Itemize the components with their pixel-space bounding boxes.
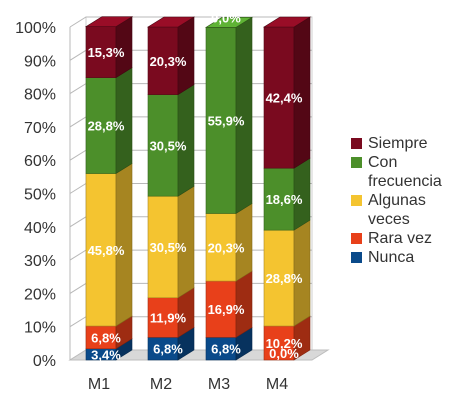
y-tick-label: 60%: [24, 153, 56, 170]
bar-segment-front: [263, 26, 295, 169]
y-tick-label: 90%: [24, 53, 56, 70]
bar-top-cap: [84, 16, 134, 27]
legend-swatch: [351, 233, 362, 244]
legend-label: Nunca: [368, 249, 415, 266]
y-tick-label: 100%: [15, 20, 56, 37]
data-label: 30,5%: [150, 240, 187, 255]
bar-segment-front: [85, 173, 117, 327]
data-label: 45,8%: [88, 243, 125, 258]
axis-layer: 0% 10% 20% 30% 40% 50% 60% 70% 80% 90% 100% M1 M2 M3 M…: [15, 20, 288, 393]
x-category-label: M3: [208, 376, 230, 393]
legend-label: Con frecuencia: [368, 154, 442, 190]
y-tick-label: 20%: [24, 286, 56, 303]
gridline: [69, 16, 312, 28]
data-label: 30,5%: [150, 138, 187, 153]
bar-top-cap: [146, 16, 196, 28]
bar-top-cap: [204, 17, 254, 28]
legend-label: Algunas veces: [368, 192, 426, 228]
bar-segment-front: [147, 26, 179, 95]
bar-top-cap: [262, 16, 312, 28]
data-label: 18,6%: [266, 192, 303, 207]
data-label: 20,3%: [150, 54, 187, 69]
legend-item: Nunca: [351, 248, 467, 267]
data-label: 3,4%: [91, 347, 121, 362]
legend-item: Siempre: [351, 134, 467, 153]
data-label: 6,8%: [91, 330, 121, 345]
legend-label: Rara vez: [368, 230, 433, 247]
bar-segment-front: [147, 297, 179, 338]
data-label: 0,0%: [211, 10, 241, 25]
data-label: 10,2%: [266, 336, 303, 351]
legend-swatch: [351, 138, 362, 149]
legend-swatch: [351, 195, 362, 206]
bar-segment-front: [205, 280, 237, 338]
bars-layer: [84, 16, 312, 361]
data-label: 16,9%: [208, 302, 245, 317]
legend-item: Rara vez: [351, 229, 467, 248]
y-tick-label: 10%: [24, 320, 56, 337]
data-label: 20,3%: [208, 240, 245, 255]
bar-segment-front: [263, 325, 295, 361]
labels-layer: 3,4% 6,8% 45,8% 28,8% 15,3% 6,8% 11,9% 30,5% 30,…: [88, 10, 303, 362]
bar-segment-front: [147, 94, 179, 197]
legend: Siempre Con frecuencia Algunas veces Rara v…: [351, 134, 467, 267]
data-label: 15,3%: [88, 45, 125, 60]
y-tick-label: 70%: [24, 120, 56, 137]
legend-item: Algunas veces: [351, 191, 467, 229]
x-category-label: M2: [150, 376, 172, 393]
data-label: 6,8%: [153, 342, 183, 357]
data-label: 28,8%: [88, 119, 125, 134]
x-category-label: M1: [88, 376, 110, 393]
legend-label: Siempre: [368, 135, 428, 152]
data-label: 11,9%: [150, 311, 187, 326]
legend-swatch: [351, 157, 362, 168]
y-tick-label: 30%: [24, 253, 56, 270]
x-category-label: M4: [266, 376, 288, 393]
bar-segment-front: [205, 213, 237, 282]
bar-segment-front: [147, 195, 179, 299]
data-label: 42,4%: [266, 91, 303, 106]
y-tick-label: 40%: [24, 220, 56, 237]
y-tick-label: 80%: [24, 87, 56, 104]
data-label: 6,8%: [211, 342, 241, 357]
data-label: 55,9%: [208, 113, 245, 128]
y-tick-label: 50%: [24, 187, 56, 204]
y-tick-label: 0%: [33, 353, 56, 370]
data-label: 0,0%: [269, 346, 299, 361]
data-label: 28,8%: [266, 271, 303, 286]
legend-item: Con frecuencia: [351, 153, 467, 191]
legend-swatch: [351, 252, 362, 263]
bar-segment-front: [263, 229, 295, 327]
